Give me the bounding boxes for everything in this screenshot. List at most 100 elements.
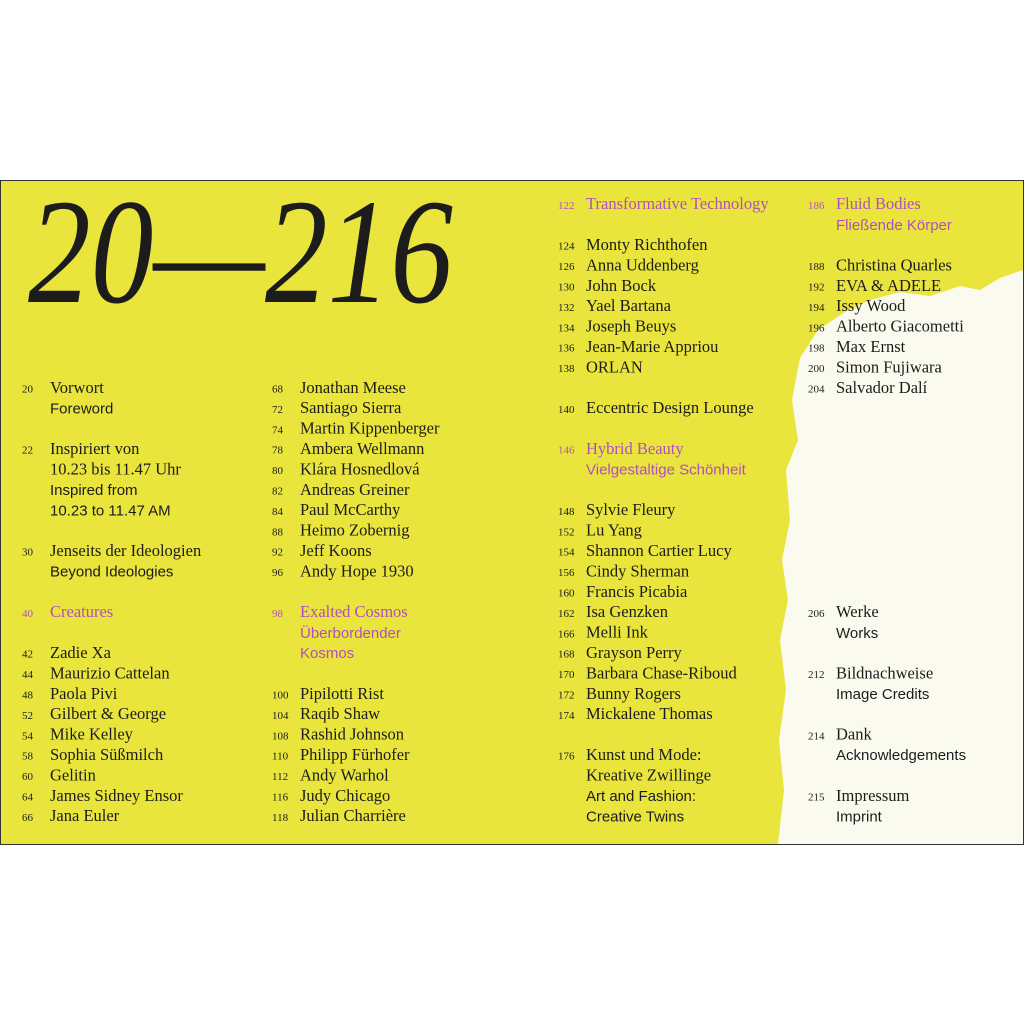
entry-title: Klára Hosnedlová [300,459,420,478]
page-number: 162 [558,608,575,620]
page-number: 154 [558,547,575,559]
entry-title: 10.23 bis 11.47 Uhr [50,459,181,478]
entry-title: EVA & ADELE [836,276,941,295]
page-number: 30 [22,547,34,559]
entry-title: Werke [836,602,879,621]
entry-title: Jeff Koons [300,541,372,560]
entry-title: Creatures [50,602,113,621]
page-number: 72 [272,404,283,416]
page-number: 80 [272,465,284,477]
entry-english: Image Credits [836,686,929,703]
entry-english: Creative Twins [586,808,684,825]
page-number: 146 [558,445,575,457]
entry-title: Shannon Cartier Lucy [586,541,732,560]
entry-title: Transformative Technology [586,194,769,213]
page-number: 82 [272,486,283,498]
page-number: 168 [558,649,575,661]
entry-title: Vorwort [50,378,104,397]
page-number: 68 [272,384,284,396]
page-number: 134 [558,322,575,334]
entry-english: Imprint [836,808,883,825]
page-number: 52 [22,710,33,722]
page-number: 174 [558,710,575,722]
entry-title: Hybrid Beauty [586,439,684,458]
entry-title: Pipilotti Rist [300,684,384,703]
entry-title: Anna Uddenberg [586,255,699,274]
entry-title: Inspiriert von [50,439,139,458]
entry-title: Jana Euler [50,806,120,825]
page-number: 74 [272,424,284,436]
entry-english: Acknowledgements [836,747,966,764]
entry-english: Vielgestaltige Schönheit [586,462,747,479]
entry-title: Lu Yang [586,521,642,540]
entry-title: Christina Quarles [836,255,952,274]
page-number: 126 [558,261,575,273]
page-number: 100 [272,690,289,702]
page-number: 124 [558,241,575,253]
entry-title: Issy Wood [836,296,906,315]
entry-title: Jean-Marie Appriou [586,337,718,356]
entry-title: Maurizio Cattelan [50,663,170,682]
page-number: 48 [22,690,34,702]
entry-title: Alberto Giacometti [836,317,964,336]
entry-title: James Sidney Ensor [50,786,183,805]
page-number: 172 [558,690,575,702]
entry-title: Judy Chicago [300,786,390,805]
entry-title: Francis Picabia [586,582,688,601]
page-number: 136 [558,343,575,355]
page-number: 78 [272,445,284,457]
page-number: 214 [808,730,825,742]
page-number: 20 [22,384,34,396]
page-number: 160 [558,588,575,600]
entry-english: Art and Fashion: [586,788,696,805]
page-number: 44 [22,669,34,681]
entry-title: Mike Kelley [50,725,134,744]
page-number: 212 [808,669,825,681]
entry-english: Inspired from [50,482,138,499]
entry-title: Grayson Perry [586,643,683,662]
entry-english: Beyond Ideologies [50,564,173,581]
paint-stroke [778,270,1023,844]
entry-title: Paul McCarthy [300,500,401,519]
page-number: 204 [808,384,825,396]
entry-english: 10.23 to 11.47 AM [50,502,171,519]
entry-english: Überbordender [300,624,401,642]
entry-title: Bildnachweise [836,663,933,682]
entry-title: Impressum [836,786,909,805]
page-number: 192 [808,282,825,294]
entry-title: Simon Fujiwara [836,357,943,376]
page-number: 206 [808,608,825,620]
page-number: 196 [808,322,825,334]
entry-title: Andreas Greiner [300,480,410,499]
page-number: 166 [558,628,575,640]
page-number: 108 [272,730,289,742]
entry-english: Kosmos [300,645,354,662]
entry-title: ORLAN [586,357,643,376]
page-number: 130 [558,282,575,294]
entry-title: Isa Genzken [586,602,668,621]
entry-title: Jonathan Meese [300,378,406,397]
page-number: 64 [22,792,34,804]
page-number: 54 [22,730,34,742]
entry-title: Gelitin [50,765,96,784]
page-number: 118 [272,812,289,824]
entry-title: Paola Pivi [50,684,118,703]
entry-title: Sylvie Fleury [586,500,676,519]
page-number: 200 [808,363,825,375]
entry-english: Works [836,625,878,642]
entry-title: Exalted Cosmos [300,602,408,621]
entry-title: Philipp Fürhofer [300,745,410,764]
page-number: 186 [808,200,825,212]
entry-title: Zadie Xa [50,643,112,662]
page-number: 170 [558,669,575,681]
entry-title: Eccentric Design Lounge [586,398,754,417]
entry-title: Yael Bartana [586,296,672,315]
entry-title: Kunst und Mode: [586,745,702,764]
entry-title: Barbara Chase-Riboud [586,663,737,682]
page-number: 138 [558,363,575,375]
page-number: 84 [272,506,284,518]
entry-title: Max Ernst [836,337,906,356]
entry-title: Cindy Sherman [586,561,689,580]
